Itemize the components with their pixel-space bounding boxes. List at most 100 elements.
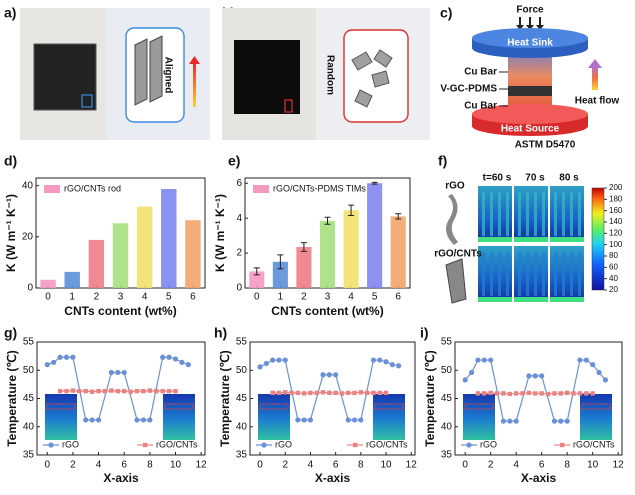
panel-label: f) — [438, 153, 447, 169]
point — [327, 390, 332, 396]
colorbar-label: 80 — [609, 251, 618, 260]
error-bar — [324, 216, 331, 225]
point — [102, 388, 108, 394]
point — [147, 388, 153, 393]
bar — [136, 206, 153, 288]
inset-image — [463, 394, 495, 440]
point — [513, 391, 519, 396]
legend-label: rGO/CNTs — [156, 439, 198, 449]
x-tick-label: 6 — [333, 460, 339, 471]
x-tick-label: 0 — [254, 292, 260, 303]
y-tick-label: 45 — [441, 393, 453, 404]
panel-label: h) — [214, 325, 227, 341]
point — [584, 391, 589, 396]
point — [308, 390, 313, 396]
y-tick-label: 55 — [441, 337, 453, 348]
y-tick-label: 40 — [22, 180, 34, 191]
point — [95, 417, 102, 423]
x-tick-label: 12 — [406, 460, 418, 471]
y-tick-label: 40 — [236, 421, 248, 432]
legend-label: rGO/CNTs — [366, 439, 408, 449]
x-tick-label: 3 — [118, 292, 124, 303]
point — [314, 390, 319, 396]
y-axis-label: Temperature (℃) — [423, 350, 437, 447]
schematic-label: Random — [324, 55, 335, 95]
y-tick-label: 50 — [23, 365, 35, 376]
legend-marker — [48, 442, 54, 448]
cu-bar-label: Cu Bar — [464, 67, 497, 78]
point — [370, 357, 377, 363]
point — [115, 369, 121, 376]
x-tick-label: 10 — [380, 460, 392, 471]
point — [339, 391, 345, 396]
point — [596, 369, 602, 376]
x-tick-label: 2 — [488, 460, 494, 471]
arrow-head — [588, 59, 602, 68]
heat-stripe — [570, 252, 573, 296]
heat-stripe — [498, 192, 501, 236]
y-tick-label: 35 — [236, 450, 248, 461]
heat-flow-arrow — [592, 66, 598, 90]
y-tick-label: 40 — [23, 421, 35, 432]
inset-image — [45, 394, 77, 440]
heat-base — [514, 297, 548, 302]
point — [377, 357, 383, 363]
bar — [161, 189, 177, 288]
legend-label: rGO — [62, 439, 79, 449]
schematic-label: Aligned — [162, 57, 173, 94]
x-tick-label: 6 — [121, 460, 127, 471]
rgo-cnts-sketch — [445, 258, 467, 304]
point — [520, 391, 525, 396]
point — [141, 388, 146, 394]
sample-layer — [508, 86, 552, 96]
force-label: Force — [516, 5, 544, 16]
point — [320, 372, 326, 378]
error-bar — [277, 254, 284, 270]
point — [70, 388, 76, 393]
heat-stripe — [542, 192, 545, 236]
x-tick-label: 0 — [44, 460, 50, 471]
label-arrows — [499, 71, 508, 107]
x-tick-label: 5 — [372, 292, 378, 303]
x-tick-label: 12 — [613, 460, 625, 471]
legend-label: rGO/CNTs rod — [64, 183, 121, 193]
point — [326, 372, 332, 378]
point — [346, 390, 351, 396]
point — [526, 373, 532, 379]
point — [333, 390, 338, 396]
panel-label: c) — [440, 5, 452, 21]
point — [358, 417, 364, 423]
inset-image — [580, 394, 612, 440]
x-tick-label: 2 — [301, 292, 307, 303]
cu-bar-label: Cu Bar — [464, 101, 497, 112]
point — [488, 357, 494, 363]
arrow-head — [189, 56, 200, 64]
x-axis-label: X-axis — [103, 471, 139, 485]
point — [533, 391, 538, 396]
time-label: t=60 s — [483, 173, 512, 184]
random-sheets — [351, 49, 393, 108]
point — [276, 357, 282, 363]
point — [147, 417, 153, 423]
point — [166, 388, 172, 394]
inset-marker — [581, 403, 611, 410]
x-tick-label: 6 — [539, 460, 545, 471]
row-label: rGO — [445, 181, 465, 192]
x-tick-label: 1 — [69, 292, 75, 303]
x-tick-label: 3 — [325, 292, 331, 303]
gradient-arrow — [193, 62, 196, 107]
bar — [40, 279, 56, 288]
point — [333, 372, 339, 378]
point — [172, 356, 179, 362]
colorbar-label: 60 — [609, 262, 618, 271]
row-label: rGO/CNTs — [434, 249, 482, 260]
point — [539, 373, 545, 379]
point — [475, 357, 481, 363]
zoom-box — [284, 99, 293, 113]
time-label: 70 s — [525, 173, 545, 184]
heat-source-label: Heat Source — [501, 124, 560, 135]
heat-base — [514, 237, 548, 242]
heat-stripe — [518, 252, 521, 296]
point — [481, 357, 487, 363]
point — [83, 417, 89, 423]
